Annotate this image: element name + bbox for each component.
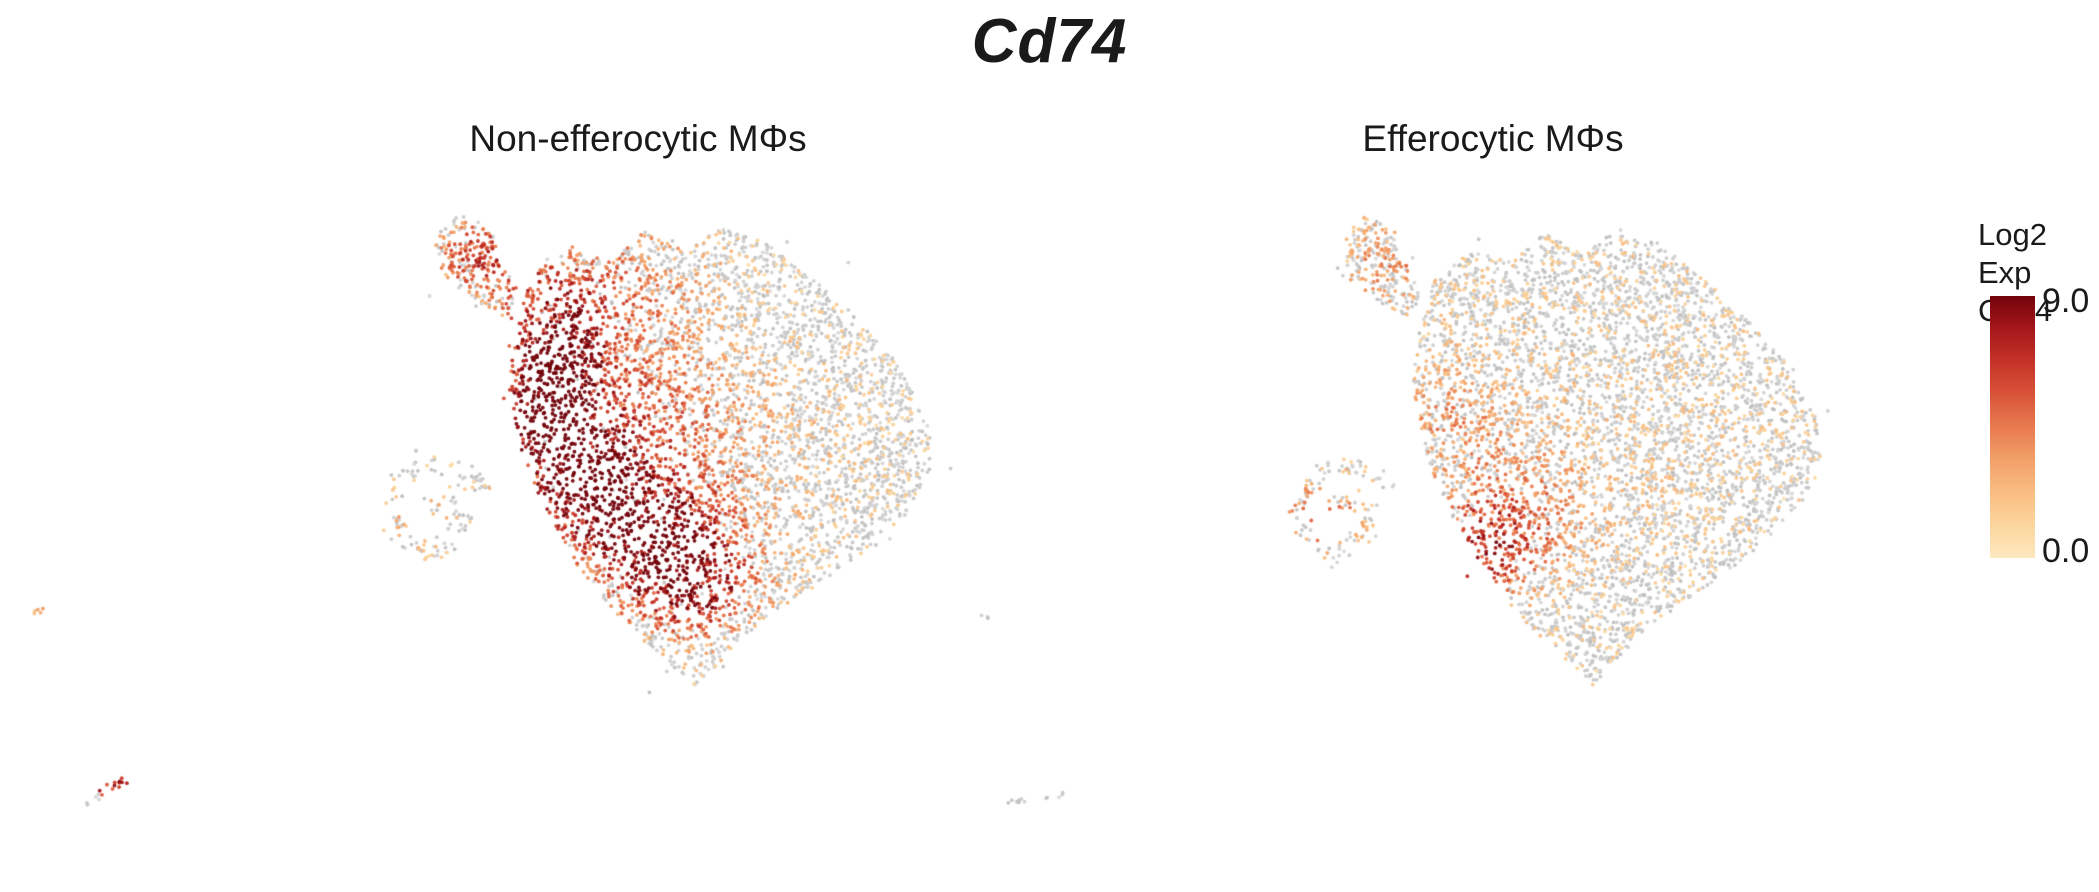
panel-title-efferocytic: Efferocytic MΦs bbox=[1362, 118, 1624, 159]
colorbar-gradient bbox=[1990, 296, 2035, 558]
panel-title-non-efferocytic: Non-efferocytic MΦs bbox=[469, 118, 807, 159]
colorbar-min-label: 0.0 bbox=[2042, 532, 2090, 570]
colorbar-max-label: 9.0 bbox=[2042, 282, 2090, 320]
colorbar-title-line1: Log2 Exp bbox=[1978, 217, 2047, 290]
figure-title: Cd74 bbox=[971, 7, 1128, 76]
